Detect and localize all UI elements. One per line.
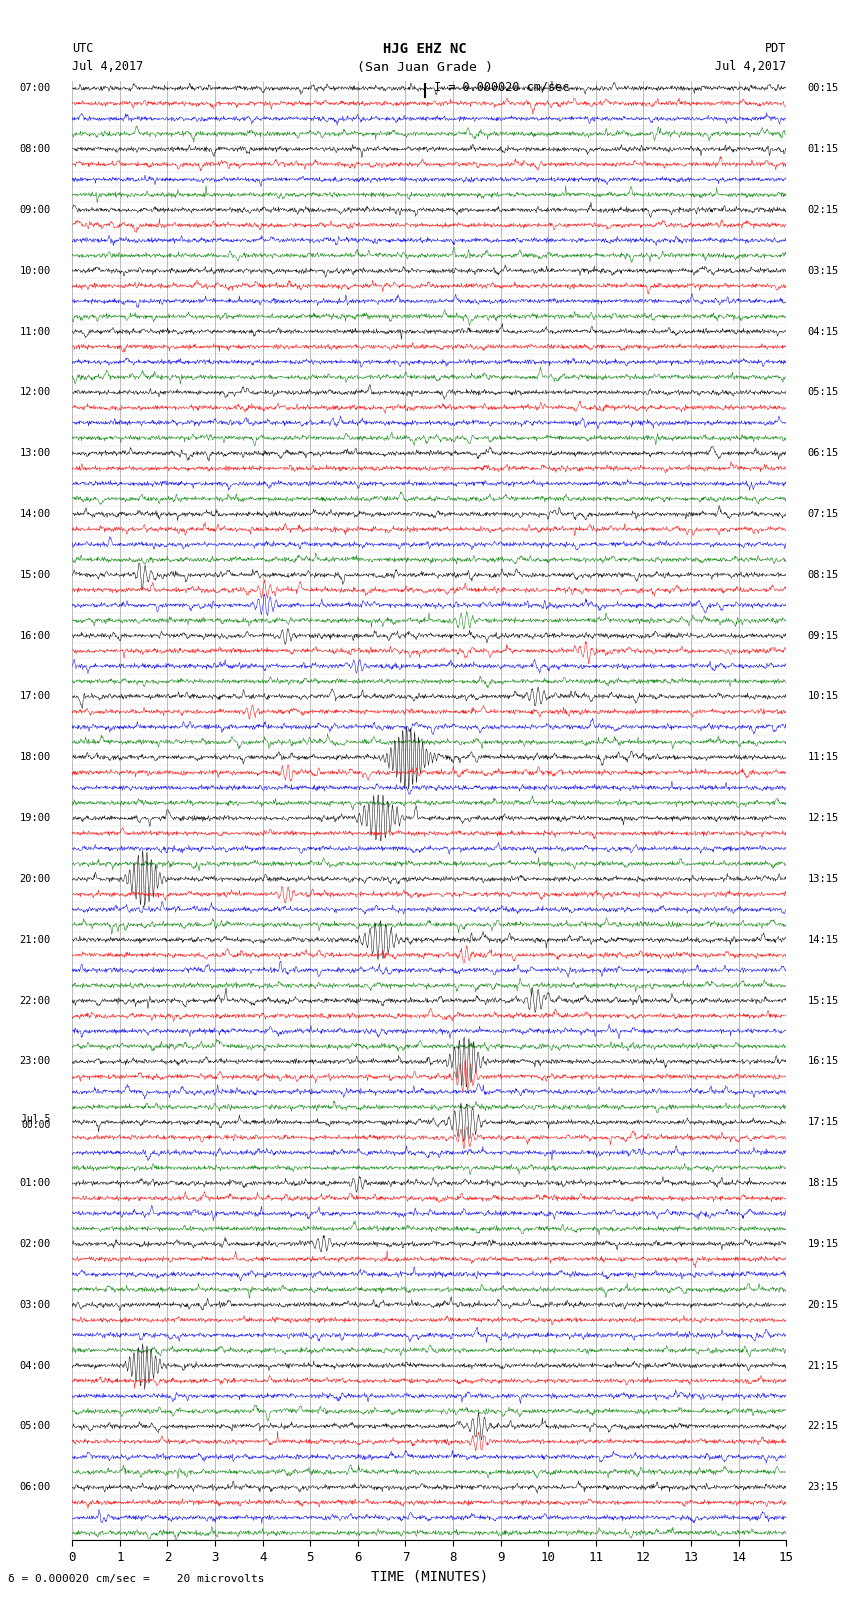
X-axis label: TIME (MINUTES): TIME (MINUTES) [371,1569,488,1584]
Text: Jul 4,2017: Jul 4,2017 [72,60,144,73]
Text: 17:00: 17:00 [20,692,51,702]
Text: 07:00: 07:00 [20,84,51,94]
Text: 01:15: 01:15 [808,144,839,155]
Text: 13:00: 13:00 [20,448,51,458]
Text: 18:15: 18:15 [808,1177,839,1189]
Text: 14:15: 14:15 [808,936,839,945]
Text: 08:15: 08:15 [808,569,839,579]
Text: 04:00: 04:00 [20,1360,51,1371]
Text: 17:15: 17:15 [808,1118,839,1127]
Text: 11:15: 11:15 [808,752,839,763]
Text: 05:15: 05:15 [808,387,839,397]
Text: (San Juan Grade ): (San Juan Grade ) [357,61,493,74]
Text: 04:15: 04:15 [808,326,839,337]
Text: 12:00: 12:00 [20,387,51,397]
Text: 03:15: 03:15 [808,266,839,276]
Text: 14:00: 14:00 [20,510,51,519]
Text: 05:00: 05:00 [20,1421,51,1431]
Text: 10:15: 10:15 [808,692,839,702]
Text: 16:00: 16:00 [20,631,51,640]
Text: 19:15: 19:15 [808,1239,839,1248]
Text: 06:15: 06:15 [808,448,839,458]
Text: 12:15: 12:15 [808,813,839,823]
Text: 22:15: 22:15 [808,1421,839,1431]
Text: 11:00: 11:00 [20,326,51,337]
Text: 08:00: 08:00 [20,144,51,155]
Text: 23:15: 23:15 [808,1482,839,1492]
Text: 09:00: 09:00 [20,205,51,215]
Text: 02:15: 02:15 [808,205,839,215]
Text: 06:00: 06:00 [20,1482,51,1492]
Text: 13:15: 13:15 [808,874,839,884]
Text: 19:00: 19:00 [20,813,51,823]
Text: PDT: PDT [765,42,786,55]
Text: 21:15: 21:15 [808,1360,839,1371]
Text: 16:15: 16:15 [808,1057,839,1066]
Text: 18:00: 18:00 [20,752,51,763]
Text: 01:00: 01:00 [20,1177,51,1189]
Text: 00:15: 00:15 [808,84,839,94]
Text: δ = 0.000020 cm/sec =    20 microvolts: δ = 0.000020 cm/sec = 20 microvolts [8,1574,265,1584]
Text: 15:15: 15:15 [808,995,839,1005]
Text: 20:15: 20:15 [808,1300,839,1310]
Text: 00:00: 00:00 [21,1121,51,1131]
Text: HJG EHZ NC: HJG EHZ NC [383,42,467,56]
Text: 07:15: 07:15 [808,510,839,519]
Text: Jul 5: Jul 5 [21,1115,51,1124]
Text: 23:00: 23:00 [20,1057,51,1066]
Text: I = 0.000020 cm/sec: I = 0.000020 cm/sec [434,81,569,94]
Text: 09:15: 09:15 [808,631,839,640]
Text: 22:00: 22:00 [20,995,51,1005]
Text: 02:00: 02:00 [20,1239,51,1248]
Text: 15:00: 15:00 [20,569,51,579]
Text: Jul 4,2017: Jul 4,2017 [715,60,786,73]
Text: 20:00: 20:00 [20,874,51,884]
Text: 21:00: 21:00 [20,936,51,945]
Text: 10:00: 10:00 [20,266,51,276]
Text: 03:00: 03:00 [20,1300,51,1310]
Text: UTC: UTC [72,42,94,55]
